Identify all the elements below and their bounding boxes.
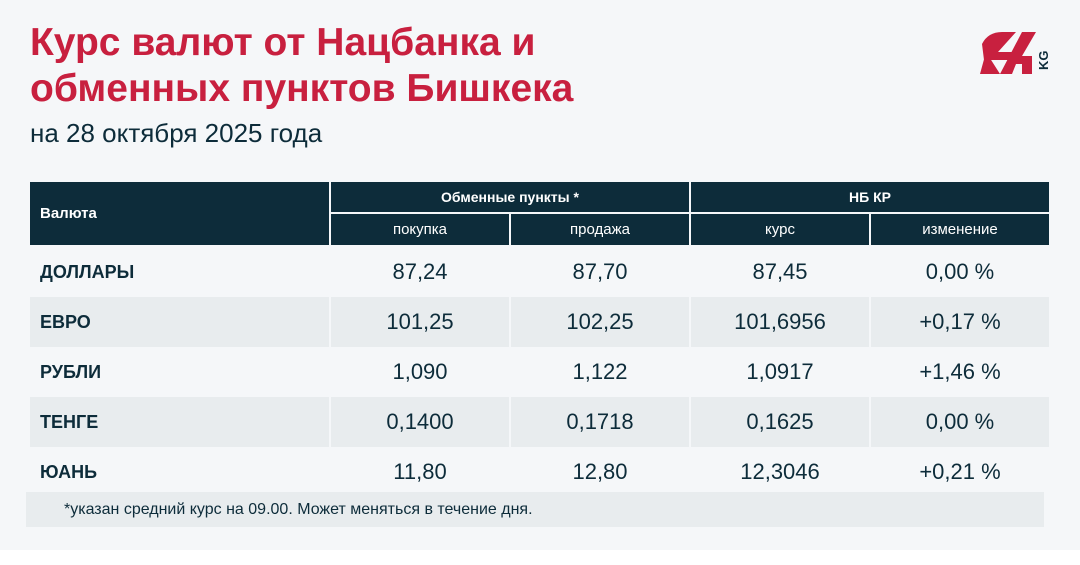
currency-table: Валюта Обменные пункты * НБ КР покупка п… — [30, 180, 1052, 497]
rate-value: 12,3046 — [689, 447, 871, 497]
header-sell: продажа — [509, 212, 691, 247]
buy-value: 11,80 — [329, 447, 511, 497]
rate-value: 1,0917 — [689, 347, 871, 397]
sell-value: 1,122 — [509, 347, 691, 397]
table-row: РУБЛИ 1,090 1,122 1,0917 +1,46 % — [30, 347, 1052, 397]
header-rate: курс — [689, 212, 871, 247]
header-change: изменение — [868, 212, 1052, 247]
header-exchange-points: Обменные пункты * — [329, 180, 691, 214]
change-value: +0,17 % — [868, 297, 1052, 347]
currency-name: ДОЛЛАРЫ — [30, 246, 331, 297]
infographic-card: Курс валют от Нацбанка и обменных пункто… — [26, 20, 1052, 527]
sell-value: 102,25 — [509, 297, 691, 347]
sell-value: 12,80 — [509, 447, 691, 497]
table-row: ЕВРО 101,25 102,25 101,6956 +0,17 % — [30, 297, 1052, 347]
change-value: 0,00 % — [868, 397, 1052, 447]
currency-name: ЕВРО — [30, 297, 331, 347]
sell-value: 0,1718 — [509, 397, 691, 447]
buy-value: 1,090 — [329, 347, 511, 397]
buy-value: 87,24 — [329, 246, 511, 297]
currency-name: РУБЛИ — [30, 347, 331, 397]
date-subtitle: на 28 октября 2025 года — [30, 118, 323, 148]
rate-value: 87,45 — [689, 246, 871, 297]
header-buy: покупка — [329, 212, 511, 247]
table-row: ЮАНЬ 11,80 12,80 12,3046 +0,21 % — [30, 447, 1052, 497]
header-currency: Валюта — [30, 180, 331, 247]
page-title: Курс валют от Нацбанка и обменных пункто… — [30, 20, 573, 112]
24kg-logo: KG — [980, 32, 1051, 74]
change-value: 0,00 % — [868, 246, 1052, 297]
buy-value: 101,25 — [329, 297, 511, 347]
buy-value: 0,1400 — [329, 397, 511, 447]
rate-value: 101,6956 — [689, 297, 871, 347]
footnote: *указан средний курс на 09.00. Может мен… — [26, 492, 1044, 527]
change-value: +0,21 % — [868, 447, 1052, 497]
svg-text:KG: KG — [1036, 51, 1051, 71]
sell-value: 87,70 — [509, 246, 691, 297]
change-value: +1,46 % — [868, 347, 1052, 397]
table-row: ТЕНГЕ 0,1400 0,1718 0,1625 0,00 % — [30, 397, 1052, 447]
title-line-2: обменных пунктов Бишкека — [30, 67, 574, 110]
title-line-1: Курс валют от Нацбанка и — [30, 21, 536, 64]
table-row: ДОЛЛАРЫ 87,24 87,70 87,45 0,00 % — [30, 246, 1052, 297]
currency-name: ЮАНЬ — [30, 447, 331, 497]
rate-value: 0,1625 — [689, 397, 871, 447]
currency-name: ТЕНГЕ — [30, 397, 331, 447]
header-nbkr: НБ КР — [688, 180, 1052, 214]
